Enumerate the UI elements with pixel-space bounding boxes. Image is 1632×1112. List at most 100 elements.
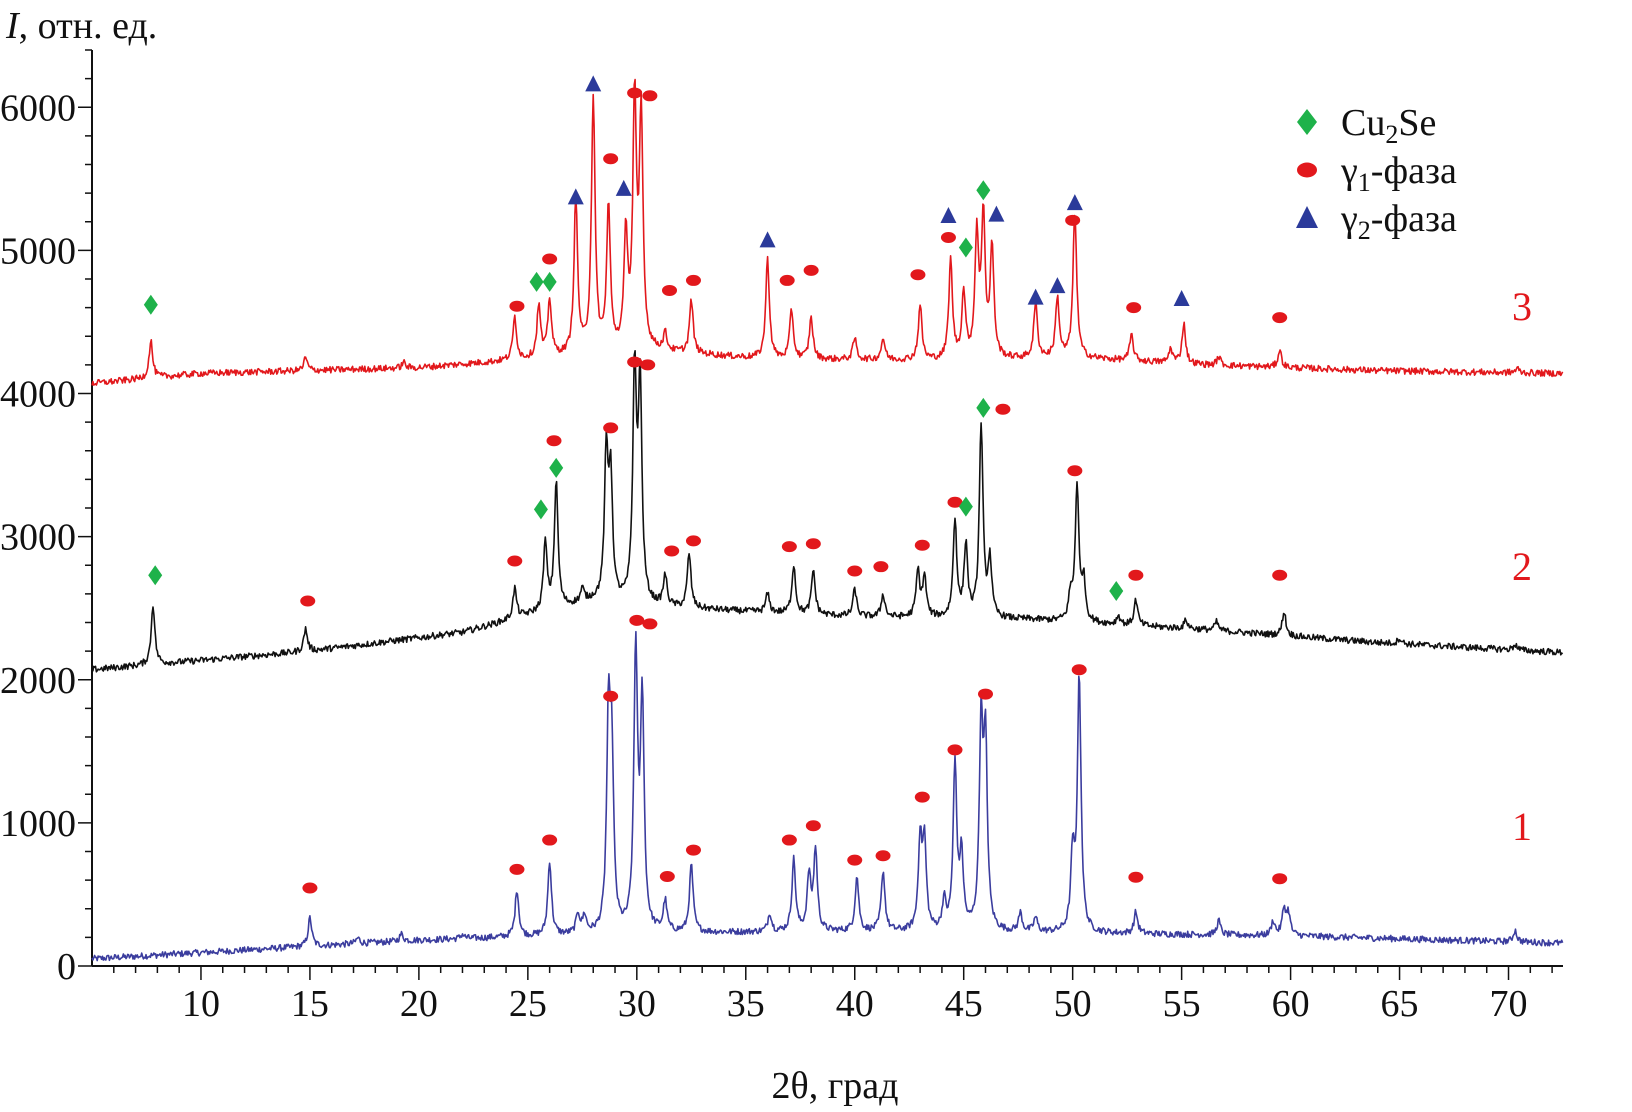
markers-series-3 <box>143 75 1288 324</box>
x-tick-label: 50 <box>1054 983 1092 1025</box>
gamma1-phase-marker <box>640 359 656 371</box>
x-tick-label: 45 <box>945 983 983 1025</box>
legend-entry: Cu2Se <box>1297 102 1436 149</box>
x-tick-label: 35 <box>727 983 765 1025</box>
gamma1-phase-marker <box>542 253 558 265</box>
plot-series: 1 2 3 <box>91 78 1564 962</box>
gamma1-phase-marker <box>1126 302 1142 314</box>
series-2: 2 <box>91 350 1564 673</box>
y-tick-label: 6000 <box>0 87 76 129</box>
y-tick-label: 0 <box>57 946 76 988</box>
series-line-1 <box>91 630 1564 962</box>
y-tick-label: 1000 <box>0 803 76 845</box>
gamma1-phase-marker <box>642 618 658 630</box>
cu2se-marker <box>976 180 991 201</box>
gamma1-phase-marker <box>847 854 863 866</box>
x-tick-label: 15 <box>291 983 329 1025</box>
x-tick-label: 60 <box>1272 983 1310 1025</box>
gamma1-phase-marker <box>685 535 701 547</box>
curve-number-label: 2 <box>1512 544 1532 589</box>
gamma1-phase-marker <box>805 538 821 550</box>
series-1: 1 <box>91 630 1564 962</box>
gamma1-phase-marker <box>685 844 701 856</box>
cu2se-marker <box>542 271 557 292</box>
gamma1-phase-marker <box>1128 871 1144 883</box>
legend-circle-marker <box>1297 162 1317 178</box>
cu2se-marker <box>533 499 548 520</box>
series-line-2 <box>91 350 1564 673</box>
gamma1-phase-marker <box>603 153 619 165</box>
curve-number-label: 3 <box>1512 284 1532 329</box>
gamma1-phase-marker <box>914 791 930 803</box>
gamma1-phase-marker <box>1272 873 1288 885</box>
markers-series-2 <box>148 356 1288 607</box>
cu2se-marker <box>958 496 973 517</box>
gamma2-phase-marker <box>615 179 632 196</box>
gamma1-phase-marker <box>1128 569 1144 581</box>
gamma2-phase-marker <box>988 205 1005 222</box>
gamma1-phase-marker <box>805 820 821 832</box>
gamma1-phase-marker <box>509 300 525 312</box>
gamma1-phase-marker <box>910 269 926 281</box>
x-axis-title: 2θ, град <box>772 1065 899 1107</box>
phase-markers <box>143 75 1288 894</box>
gamma1-phase-marker <box>940 231 956 243</box>
markers-series-1 <box>302 614 1288 894</box>
gamma1-phase-marker <box>977 688 993 700</box>
gamma1-phase-marker <box>629 614 645 626</box>
gamma1-phase-marker <box>914 539 930 551</box>
gamma1-phase-marker <box>781 834 797 846</box>
gamma1-phase-marker <box>781 541 797 553</box>
y-tick-label: 2000 <box>0 660 76 702</box>
gamma2-phase-marker <box>567 188 584 205</box>
gamma1-phase-marker <box>662 284 678 296</box>
gamma1-phase-marker <box>542 834 558 846</box>
legend-triangle-marker <box>1296 206 1318 228</box>
gamma1-phase-marker <box>642 90 658 102</box>
gamma1-phase-marker <box>685 274 701 286</box>
y-tick-label: 5000 <box>0 230 76 272</box>
cu2se-marker <box>148 565 163 586</box>
gamma2-phase-marker <box>1049 277 1066 294</box>
cu2se-marker <box>1109 581 1124 602</box>
gamma1-phase-marker <box>1065 214 1081 226</box>
legend-diamond-marker <box>1297 109 1317 135</box>
legend-label: γ1-фаза <box>1340 150 1457 197</box>
gamma2-phase-marker <box>1173 290 1190 307</box>
gamma1-phase-marker <box>1272 569 1288 581</box>
gamma2-phase-marker <box>940 207 957 224</box>
gamma1-phase-marker <box>546 435 562 447</box>
gamma1-phase-marker <box>627 356 643 368</box>
x-tick-label: 25 <box>509 983 547 1025</box>
cu2se-marker <box>529 271 544 292</box>
axes: 10 15 20 25 30 35 40 45 50 55 60 65 70 0 1000 2000 3000 4… <box>0 49 1563 1025</box>
gamma1-phase-marker <box>664 545 680 557</box>
gamma1-phase-marker <box>947 496 963 508</box>
cu2se-marker <box>958 237 973 258</box>
gamma1-phase-marker <box>847 565 863 577</box>
gamma1-phase-marker <box>1067 465 1083 477</box>
gamma1-phase-marker <box>627 87 643 99</box>
x-tick-label: 70 <box>1490 983 1528 1025</box>
x-tick-label: 55 <box>1163 983 1201 1025</box>
x-tick-label: 40 <box>836 983 874 1025</box>
y-tick-label: 4000 <box>0 374 76 416</box>
y-tick-label: 3000 <box>0 517 76 559</box>
y-axis-title: I, отн. ед. <box>5 5 157 47</box>
series-line-3 <box>91 78 1564 386</box>
cu2se-marker <box>549 457 564 478</box>
legend-entry: γ2-фаза <box>1296 198 1457 245</box>
x-tick-label: 10 <box>182 983 220 1025</box>
gamma1-phase-marker <box>300 595 316 607</box>
legend-label: γ2-фаза <box>1340 198 1457 245</box>
legend-label: Cu2Se <box>1341 102 1436 149</box>
gamma1-phase-marker <box>659 871 675 883</box>
gamma1-phase-marker <box>875 850 891 862</box>
curve-number-label: 1 <box>1512 804 1532 849</box>
gamma2-phase-marker <box>1066 194 1083 211</box>
series-3: 3 <box>91 78 1564 386</box>
x-tick-label: 20 <box>400 983 438 1025</box>
gamma1-phase-marker <box>873 561 889 573</box>
